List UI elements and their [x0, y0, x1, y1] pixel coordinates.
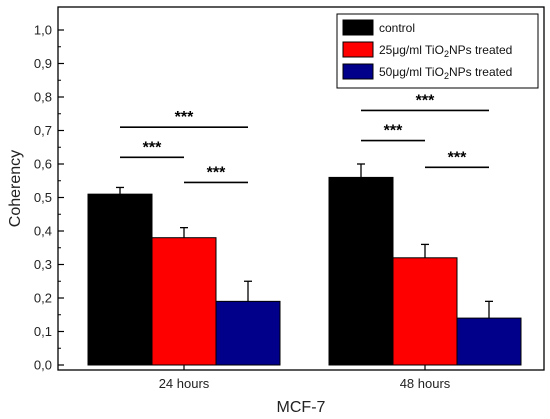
bar: [87, 193, 153, 366]
bar: [456, 317, 522, 366]
legend-entry: 25μg/ml TiO2NPs treated: [379, 43, 512, 59]
bars: [87, 176, 522, 366]
y-tick-label: 0,5: [34, 190, 52, 205]
y-tick-label: 0,4: [34, 224, 52, 239]
significance-label: ***: [143, 139, 162, 156]
y-tick-label: 0,8: [34, 90, 52, 105]
y-tick-label: 0,9: [34, 56, 52, 71]
y-tick-label: 0,6: [34, 157, 52, 172]
legend-entry: control: [379, 21, 415, 35]
y-tick-label: 0,1: [34, 324, 52, 339]
significance-label: ***: [175, 109, 194, 126]
y-tick-label: 0,7: [34, 123, 52, 138]
y-tick-label: 0,0: [34, 358, 52, 373]
legend: control 25μg/ml TiO2NPs treated 50μg/ml Ti…: [336, 13, 539, 89]
y-axis-title: Coherency: [7, 150, 24, 227]
significance-annotations: *** *** *** *** *** ***: [120, 92, 489, 184]
x-category-label: 48 hours: [400, 376, 451, 391]
legend-entry: 50μg/ml TiO2NPs treated: [379, 65, 512, 81]
error-bars: [116, 163, 493, 319]
legend-swatch: [342, 19, 374, 36]
y-axis-ticks: 0,0 0,1 0,2 0,3 0,4 0,5 0,6 0,7 0,8 0,9 1,0: [34, 23, 64, 373]
x-axis-title: MCF-7: [277, 399, 326, 416]
legend-swatch: [342, 41, 374, 58]
y-tick-label: 0,3: [34, 257, 52, 272]
x-category-label: 24 hours: [159, 376, 210, 391]
bar: [328, 176, 394, 366]
bar: [151, 237, 217, 366]
significance-label: ***: [416, 92, 435, 109]
bar: [215, 300, 281, 366]
significance-label: ***: [384, 123, 403, 140]
legend-swatch: [342, 63, 374, 80]
bar: [392, 257, 458, 366]
significance-label: ***: [207, 164, 226, 181]
significance-label: ***: [448, 149, 467, 166]
plot-frame: [57, 6, 545, 371]
y-tick-label: 1,0: [34, 23, 52, 38]
x-axis-categories: 24 hours 48 hours: [159, 365, 451, 391]
y-tick-label: 0,2: [34, 291, 52, 306]
